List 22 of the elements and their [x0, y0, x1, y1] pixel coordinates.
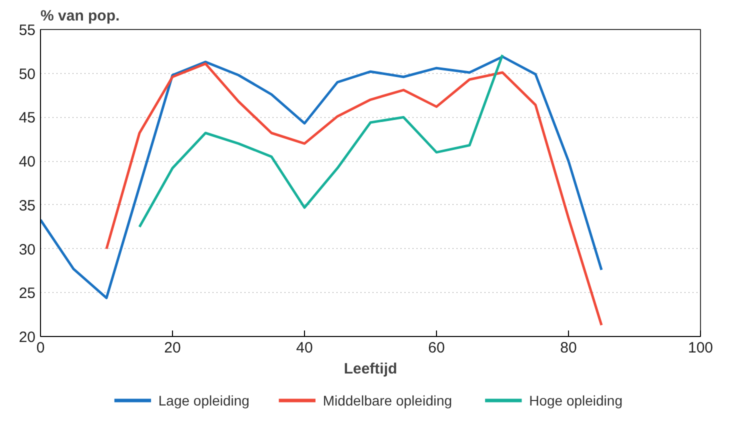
- y-tick-label: 45: [18, 110, 36, 127]
- line-series: [138, 54, 504, 228]
- x-axis-title: Leeftijd: [344, 360, 398, 378]
- y-tick-label: 55: [18, 22, 36, 39]
- y-tick-label: 35: [18, 197, 36, 214]
- x-tick-label: 40: [296, 340, 313, 356]
- legend-label: Middelbare opleiding: [322, 392, 452, 408]
- x-tick-label: 20: [164, 340, 181, 356]
- y-tick-label: 25: [18, 285, 36, 302]
- y-tick-label: 20: [18, 329, 36, 346]
- line-series: [40, 55, 603, 300]
- x-tick-label: 60: [428, 340, 445, 356]
- x-tick-label: 100: [688, 340, 714, 356]
- y-tick-label: 40: [18, 154, 36, 171]
- y-axis-title: % van pop.: [40, 8, 120, 24]
- x-tick-label: 0: [36, 340, 45, 356]
- x-tick-label: 80: [560, 340, 577, 356]
- line-series: [105, 62, 603, 326]
- y-tick-label: 30: [18, 241, 36, 258]
- legend-label: Hoge opleiding: [529, 392, 622, 408]
- legend-label: Lage opleiding: [158, 392, 250, 408]
- y-tick-label: 50: [18, 66, 36, 83]
